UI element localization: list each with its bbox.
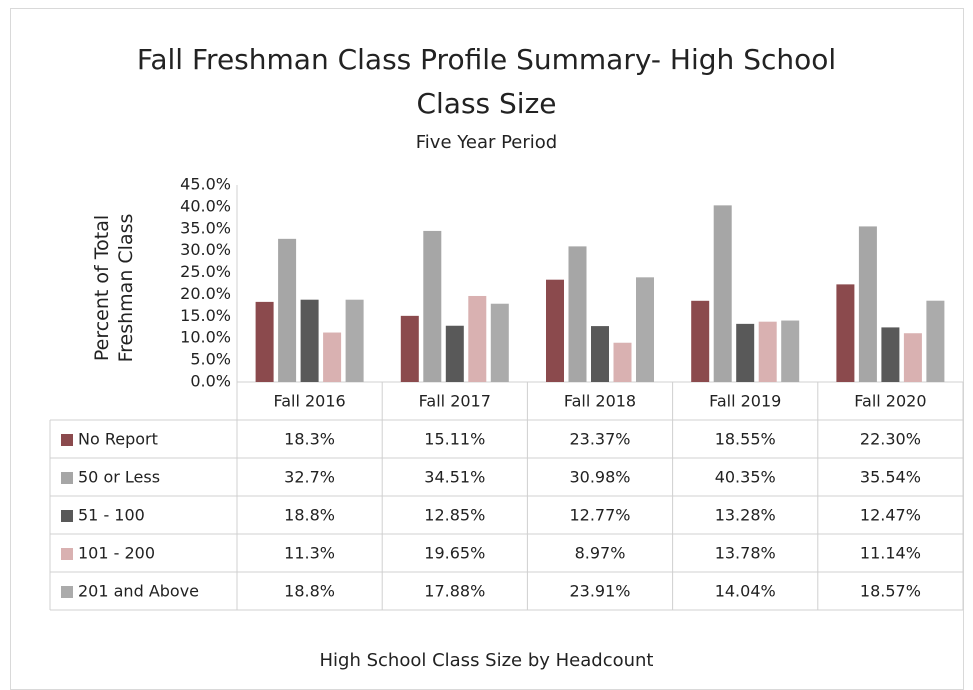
legend-key [61, 548, 73, 560]
data-label: 30.98% [569, 468, 630, 487]
bar [926, 300, 945, 382]
x-tick-label: Fall 2016 [273, 392, 345, 411]
data-label: 32.7% [284, 468, 335, 487]
y-tick-label: 20.0% [180, 284, 231, 303]
data-label: 23.91% [569, 582, 630, 601]
y-tick-label: 40.0% [180, 196, 231, 215]
data-label: 12.77% [569, 506, 630, 525]
page: Fall Freshman Class Profile Summary- Hig… [10, 8, 964, 690]
data-label: 8.97% [575, 544, 626, 563]
bar [445, 325, 464, 382]
bar [468, 295, 487, 382]
chart-title: Fall Freshman Class Profile Summary- Hig… [136, 43, 837, 120]
legend-key [61, 434, 73, 446]
bar [736, 323, 755, 382]
legend-label: 201 and Above [78, 582, 199, 601]
bar [691, 300, 710, 382]
bar [300, 299, 319, 382]
bar [400, 315, 419, 382]
data-label: 15.11% [424, 430, 485, 449]
bar [423, 230, 442, 382]
data-label: 12.85% [424, 506, 485, 525]
data-label: 23.37% [569, 430, 630, 449]
data-label: 40.35% [715, 468, 776, 487]
data-label: 34.51% [424, 468, 485, 487]
x-tick-label: Fall 2018 [564, 392, 636, 411]
bar [613, 342, 632, 382]
legend-label: No Report [78, 430, 158, 449]
y-tick-label: 5.0% [190, 350, 231, 369]
data-label: 18.8% [284, 582, 335, 601]
bar [255, 301, 274, 382]
chart-subtitle: Five Year Period [415, 132, 558, 153]
bar [323, 332, 342, 382]
bar [881, 327, 900, 382]
data-label: 11.14% [860, 544, 921, 563]
bar [591, 326, 609, 382]
x-tick-label: Fall 2020 [854, 392, 926, 411]
y-tick-label: 15.0% [180, 306, 231, 325]
y-tick-label: 30.0% [180, 240, 231, 259]
bar [903, 333, 922, 382]
bar [858, 226, 877, 382]
legend-label: 101 - 200 [78, 544, 155, 563]
data-label: 18.3% [284, 430, 335, 449]
bar [546, 279, 564, 382]
data-label: 18.55% [715, 430, 776, 449]
data-label: 18.57% [860, 582, 921, 601]
data-label: 18.8% [284, 506, 335, 525]
data-label: 13.78% [715, 544, 776, 563]
legend-key [61, 472, 73, 484]
y-tick-label: 10.0% [180, 328, 231, 347]
data-label: 35.54% [860, 468, 921, 487]
bar [568, 246, 587, 382]
legend-label: 50 or Less [78, 468, 160, 487]
data-label: 14.04% [715, 582, 776, 601]
y-tick-label: 45.0% [180, 175, 231, 194]
data-label: 19.65% [424, 544, 485, 563]
legend-key [61, 586, 73, 598]
bar [781, 320, 800, 382]
y-tick-label: 25.0% [180, 262, 231, 281]
y-tick-label: 35.0% [180, 218, 231, 237]
bar [345, 299, 364, 382]
bar [836, 284, 855, 382]
y-tick-label: 0.0% [190, 372, 231, 391]
legend-label: 51 - 100 [78, 506, 145, 525]
bar [490, 303, 509, 382]
data-label: 22.30% [860, 430, 921, 449]
data-label: 13.28% [715, 506, 776, 525]
bar [278, 238, 297, 382]
bar [713, 205, 732, 382]
data-label: 11.3% [284, 544, 335, 563]
legend-key [61, 510, 73, 522]
x-tick-label: Fall 2017 [419, 392, 491, 411]
bar [758, 321, 777, 382]
data-label: 17.88% [424, 582, 485, 601]
x-axis-label: High School Class Size by Headcount [319, 650, 654, 671]
chart: 0.0% 5.0% 10.0% 15.0% 20.0% 25.0% 30.0% 35.0% 40… [49, 175, 964, 611]
bar [636, 277, 654, 382]
x-tick-label: Fall 2019 [709, 392, 781, 411]
data-label: 12.47% [860, 506, 921, 525]
